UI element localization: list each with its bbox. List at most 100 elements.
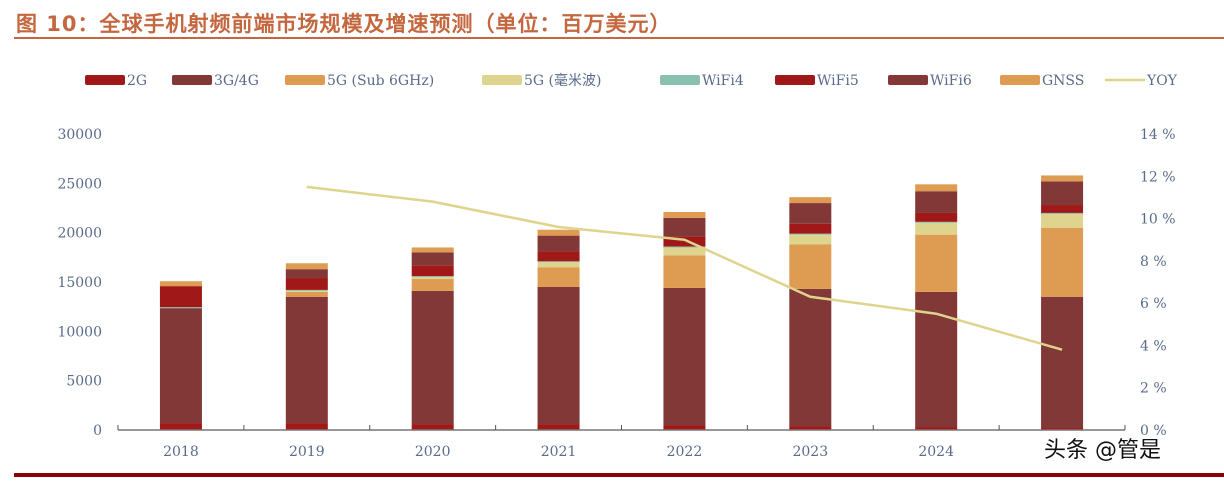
left-axis-tick-label: 25000 xyxy=(57,176,102,192)
legend-swatch xyxy=(775,75,815,85)
bar-segment-5g-sub-6ghz- xyxy=(537,267,580,287)
legend-swatch xyxy=(1000,75,1040,85)
legend-label: WiFi4 xyxy=(702,73,744,89)
left-axis-tick-label: 30000 xyxy=(57,127,102,143)
bar-segment-3g-4g xyxy=(411,290,454,425)
bottom-rule xyxy=(14,473,1224,477)
right-axis-tick-label: 8 % xyxy=(1140,254,1167,270)
bar-segment-gnss xyxy=(663,211,706,218)
right-axis-tick-label: 6 % xyxy=(1140,296,1167,312)
bar-segment-2g xyxy=(411,424,454,430)
legend-swatch xyxy=(482,75,522,85)
x-axis-tick-label: 2020 xyxy=(415,444,451,460)
bar-segment-2g xyxy=(537,424,580,430)
bar-segment-wifi5 xyxy=(1041,205,1084,213)
bar-segment-wifi6 xyxy=(537,235,580,252)
bar-segment-gnss xyxy=(285,263,328,270)
legend-label: WiFi5 xyxy=(817,73,859,89)
bar-segment-wifi4 xyxy=(285,289,328,291)
bar-segment-wifi4 xyxy=(537,261,580,263)
x-axis-tick-label: 2021 xyxy=(541,444,577,460)
bar-segment-5g-sub-6ghz- xyxy=(1041,227,1084,297)
bar-segment-gnss xyxy=(789,197,832,204)
x-axis-tick-label: 2024 xyxy=(918,444,954,460)
legend-swatch xyxy=(172,75,212,85)
bar-segment-5g- xyxy=(411,277,454,280)
bar-segment-wifi5 xyxy=(285,278,328,290)
right-axis-tick-label: 2 % xyxy=(1140,381,1167,397)
right-axis-tick-label: 14 % xyxy=(1140,127,1176,143)
bar-segment-wifi4 xyxy=(411,276,454,278)
left-axis-tick-label: 10000 xyxy=(57,324,102,340)
bar-segment-5g- xyxy=(537,262,580,268)
legend-swatch xyxy=(85,75,125,85)
bar-segment-wifi5 xyxy=(915,212,958,222)
bar-segment-wifi6 xyxy=(1041,181,1084,206)
bar-segment-wifi6 xyxy=(663,217,706,237)
legend-label: YOY xyxy=(1146,73,1178,89)
bar-segment-wifi5 xyxy=(663,236,706,247)
bar-segment-2g xyxy=(789,426,832,430)
bar-segment-wifi6 xyxy=(411,252,454,266)
left-axis-tick-label: 15000 xyxy=(57,275,102,291)
chart-title: 图 10：全球手机射频前端市场规模及增速预测（单位：百万美元） xyxy=(16,12,672,36)
bar-segment-wifi4 xyxy=(789,233,832,235)
legend-label: 5G (毫米波) xyxy=(524,72,601,89)
bar-segment-5g-sub-6ghz- xyxy=(789,244,832,289)
bar-segment-wifi4 xyxy=(663,246,706,248)
bar-segment-wifi4 xyxy=(915,221,958,223)
bar-segment-wifi6 xyxy=(789,203,832,224)
bar-segment-wifi5 xyxy=(789,223,832,234)
bar-segment-5g- xyxy=(285,290,328,292)
bar-segment-5g-sub-6ghz- xyxy=(915,234,958,292)
bar-segment-5g- xyxy=(915,222,958,235)
bar-segment-gnss xyxy=(1041,175,1084,182)
bar-segment-wifi5 xyxy=(159,286,202,308)
bar-segment-wifi5 xyxy=(411,265,454,277)
bar-segment-wifi4 xyxy=(1041,212,1084,214)
bar-segment-2g xyxy=(663,425,706,430)
bar-segment-5g-sub-6ghz- xyxy=(663,255,706,288)
bar-segment-3g-4g xyxy=(537,286,580,425)
bar-segment-2g xyxy=(915,427,958,430)
bar-segment-wifi5 xyxy=(537,251,580,262)
bar-segment-wifi6 xyxy=(285,269,328,279)
x-axis-tick-label: 2023 xyxy=(792,444,828,460)
bar-segment-3g-4g xyxy=(789,288,832,427)
bar-segment-gnss xyxy=(537,229,580,236)
bar-segment-5g-sub-6ghz- xyxy=(285,291,328,297)
legend-swatch xyxy=(888,75,928,85)
bar-segment-5g- xyxy=(663,247,706,256)
bar-segment-5g- xyxy=(1041,213,1084,228)
bar-segment-5g-sub-6ghz- xyxy=(411,279,454,291)
legend-label: 2G xyxy=(127,73,147,89)
legend-label: 5G (Sub 6GHz) xyxy=(327,73,434,89)
legend-label: WiFi6 xyxy=(930,73,972,89)
left-axis-tick-label: 5000 xyxy=(66,374,102,390)
right-axis-tick-label: 4 % xyxy=(1140,338,1167,354)
x-axis-tick-label: 2022 xyxy=(667,444,703,460)
right-axis-tick-label: 0 % xyxy=(1140,423,1167,439)
x-axis-tick-label: 2018 xyxy=(163,444,199,460)
bar-segment-2g xyxy=(1041,428,1084,430)
x-axis-tick-label: 2019 xyxy=(289,444,325,460)
legend-swatch xyxy=(285,75,325,85)
title-underline xyxy=(14,37,1224,39)
bar-segment-3g-4g xyxy=(1041,296,1084,429)
bar-segment-gnss xyxy=(411,247,454,253)
bar-segment-2g xyxy=(285,423,328,430)
legend-swatch xyxy=(660,75,700,85)
bar-segment-gnss xyxy=(915,184,958,192)
watermark: 头条 @管是 xyxy=(1044,438,1161,463)
bar-segment-gnss xyxy=(159,281,202,287)
bar-segment-5g- xyxy=(789,234,832,245)
legend-label: GNSS xyxy=(1042,73,1084,89)
bar-segment-wifi6 xyxy=(915,191,958,213)
left-axis-tick-label: 0 xyxy=(93,423,102,439)
bar-segment-3g-4g xyxy=(159,308,202,424)
bar-segment-2g xyxy=(159,423,202,430)
left-axis-tick-label: 20000 xyxy=(57,226,102,242)
bar-segment-wifi4 xyxy=(159,307,202,309)
legend-label: 3G/4G xyxy=(214,73,259,89)
